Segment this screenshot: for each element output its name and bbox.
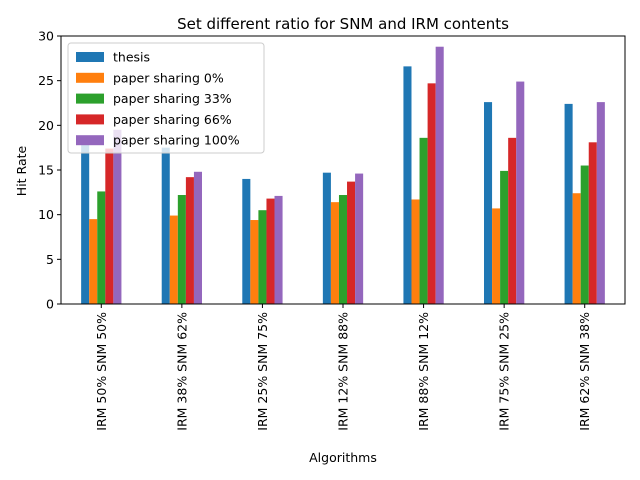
x-tick-label: IRM 12% SNM 88%	[336, 312, 351, 431]
legend-swatch	[76, 93, 104, 104]
bar-1-6	[572, 193, 581, 304]
bars-group	[81, 46, 605, 305]
y-tick-label: 30	[38, 29, 54, 44]
bar-3-2	[266, 198, 275, 304]
bar-2-3	[338, 195, 348, 304]
bar-2-6	[580, 165, 589, 304]
bar-1-2	[250, 220, 259, 304]
legend-label: paper sharing 66%	[113, 112, 232, 127]
bar-3-1	[185, 177, 194, 304]
legend-label: paper sharing 100%	[113, 133, 240, 148]
bar-2-2	[258, 210, 267, 304]
y-tick-label: 5	[46, 252, 54, 267]
plot-frame	[60, 35, 626, 305]
bar-0-0	[81, 143, 90, 304]
bar-0-3	[322, 172, 331, 304]
bar-1-5	[492, 208, 501, 304]
bar-2-5	[500, 170, 509, 304]
bar-0-2	[242, 178, 251, 304]
bar-1-1	[169, 215, 178, 304]
bar-1-4	[411, 199, 420, 304]
bar-4-2	[274, 195, 283, 304]
legend-label: thesis	[113, 50, 150, 65]
bar-0-6	[564, 103, 573, 304]
bar-3-6	[588, 142, 597, 304]
legend-swatch	[76, 72, 104, 83]
bar-3-4	[427, 83, 436, 304]
x-tick-label: IRM 50% SNM 50%	[94, 312, 109, 431]
x-axis: IRM 50% SNM 50% IRM 38% SNM 62% IRM 25% SN…	[94, 304, 592, 431]
y-tick-label: 10	[38, 207, 54, 222]
y-axis: 0 5 10 15 20 25 30	[38, 29, 61, 312]
bar-0-5	[484, 102, 493, 304]
y-axis-label: Hit Rate	[14, 145, 29, 196]
x-tick-label: IRM 88% SNM 12%	[416, 312, 431, 431]
bar-4-6	[596, 102, 605, 304]
bar-0-1	[161, 147, 170, 304]
bar-3-3	[347, 181, 356, 304]
bar-2-0	[97, 191, 106, 304]
x-tick-label: IRM 25% SNM 75%	[255, 312, 270, 431]
x-axis-label: Algorithms	[309, 450, 377, 465]
bar-2-1	[177, 195, 186, 304]
bar-3-5	[508, 137, 517, 304]
x-tick-label: IRM 38% SNM 62%	[174, 312, 189, 431]
chart-title: Set different ratio for SNM and IRM cont…	[177, 15, 509, 33]
bar-2-4	[419, 137, 428, 304]
bar-1-3	[330, 202, 339, 304]
legend-swatch	[76, 52, 104, 62]
x-tick-label: IRM 62% SNM 38%	[577, 312, 592, 431]
bar-4-5	[516, 81, 525, 304]
bar-4-0	[113, 129, 122, 304]
legend-label: paper sharing 0%	[113, 70, 224, 85]
bar-0-4	[403, 66, 412, 305]
bar-4-4	[435, 46, 444, 304]
y-tick-label: 25	[38, 73, 54, 88]
y-tick-label: 15	[38, 163, 54, 178]
bar-1-0	[89, 219, 98, 304]
bar-4-3	[355, 173, 364, 304]
bar-3-0	[105, 148, 114, 304]
legend-swatch	[76, 114, 104, 125]
legend: thesis paper sharing 0% paper sharing 33% p…	[67, 42, 265, 154]
legend-label: paper sharing 33%	[113, 91, 232, 106]
legend-swatch	[76, 135, 104, 146]
legend-box	[67, 42, 265, 154]
x-tick-label: IRM 75% SNM 25%	[497, 312, 512, 431]
bar-4-1	[193, 171, 202, 304]
y-tick-label: 20	[38, 118, 54, 133]
y-tick-label: 0	[46, 297, 54, 312]
